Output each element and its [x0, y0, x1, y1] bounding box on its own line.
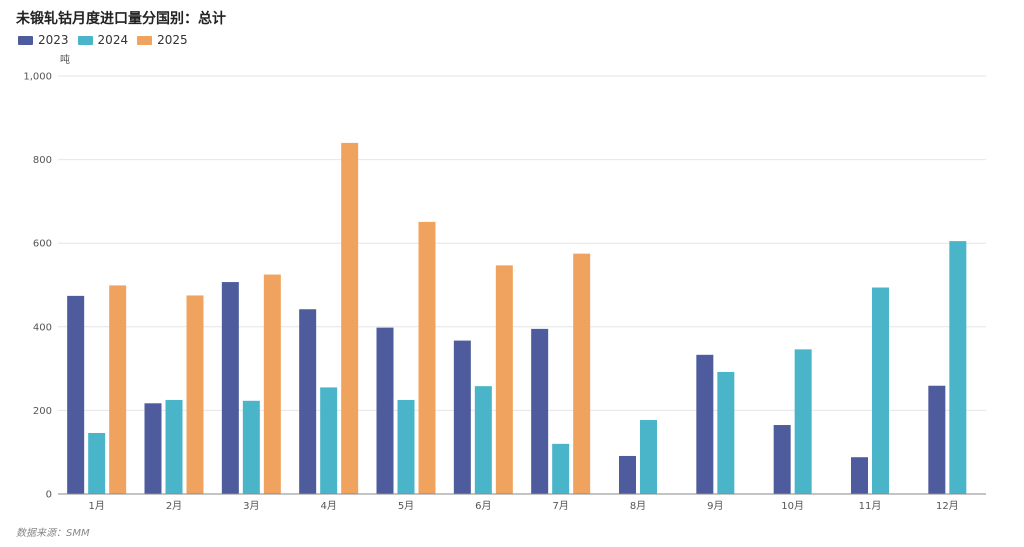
bar-2024-10[interactable]: [794, 349, 812, 494]
y-axis-ticks: 0 200 400 600 800 1,000: [23, 72, 52, 501]
bar-2024-8[interactable]: [640, 420, 657, 494]
bar-2023-9[interactable]: [696, 354, 714, 494]
x-tick-label: 11月: [859, 500, 882, 512]
bar-2024-4[interactable]: [320, 387, 338, 494]
bar-2023-7[interactable]: [531, 328, 549, 494]
bar-2024-11[interactable]: [872, 287, 889, 494]
bar-2023-6[interactable]: [453, 340, 471, 494]
bar-2025-1[interactable]: [109, 285, 127, 494]
y-tick-label: 400: [33, 322, 52, 333]
bar-2025-4[interactable]: [341, 142, 359, 494]
legend-swatch-2025: [137, 35, 153, 45]
bars: [67, 142, 967, 494]
x-tick-label: 6月: [475, 500, 491, 512]
bar-2025-3[interactable]: [263, 274, 281, 494]
gridlines: [58, 75, 986, 411]
legend: 2023 2024 2025: [18, 33, 197, 47]
x-tick-label: 12月: [936, 500, 959, 512]
x-tick-label: 4月: [320, 500, 336, 512]
bar-2025-5[interactable]: [418, 221, 436, 494]
chart-title: 未锻轧钴月度进口量分国别：总计: [16, 11, 226, 27]
legend-swatch-2024: [77, 35, 93, 45]
bar-2025-2[interactable]: [186, 295, 204, 494]
legend-item-2024[interactable]: 2024: [77, 33, 129, 47]
x-tick-label: 5月: [398, 500, 414, 512]
legend-swatch-2023: [18, 35, 33, 45]
y-tick-label: 0: [46, 490, 52, 501]
bar-2024-9[interactable]: [717, 371, 735, 494]
x-tick-label: 10月: [781, 500, 804, 512]
bar-2024-6[interactable]: [474, 386, 492, 494]
x-tick-label: 7月: [552, 500, 568, 512]
bar-2024-2[interactable]: [165, 399, 183, 494]
x-axis-ticks: 1月 2月 3月 4月 5月 6月 7月 8月 9月 10月 11月 12月: [88, 500, 958, 512]
source-note: 数据来源：SMM: [16, 528, 90, 539]
bar-2024-3[interactable]: [242, 400, 260, 494]
legend-item-2023[interactable]: 2023: [18, 33, 69, 47]
bar-2024-1[interactable]: [88, 432, 106, 494]
bar-2023-12[interactable]: [928, 385, 946, 494]
y-tick-label: 800: [33, 155, 52, 166]
x-tick-label: 2月: [166, 500, 182, 512]
bar-2023-5[interactable]: [376, 327, 394, 494]
y-tick-label: 200: [33, 406, 52, 417]
bar-2025-7[interactable]: [573, 253, 591, 494]
bar-2023-2[interactable]: [144, 403, 162, 494]
bar-2023-1[interactable]: [67, 295, 85, 494]
bar-2023-3[interactable]: [221, 282, 239, 494]
x-tick-label: 8月: [630, 500, 646, 512]
x-tick-label: 1月: [88, 500, 104, 512]
x-tick-label: 9月: [707, 500, 723, 512]
legend-label-2023: 2023: [38, 33, 69, 47]
bar-2024-7[interactable]: [552, 443, 570, 494]
bar-2024-12[interactable]: [949, 241, 967, 494]
bar-2023-10[interactable]: [773, 425, 791, 494]
bar-2023-11[interactable]: [851, 457, 868, 494]
y-tick-label: 600: [33, 239, 52, 250]
x-tick-label: 3月: [243, 500, 259, 512]
bar-2025-6[interactable]: [495, 265, 513, 494]
bar-2023-4[interactable]: [299, 309, 317, 494]
legend-label-2025: 2025: [157, 33, 188, 47]
y-axis-unit-label: 吨: [60, 53, 70, 66]
bar-2024-5[interactable]: [397, 399, 415, 494]
y-tick-label: 1,000: [23, 72, 52, 83]
bar-2023-8[interactable]: [619, 455, 636, 494]
legend-item-2025[interactable]: 2025: [137, 33, 188, 47]
legend-label-2024: 2024: [97, 33, 129, 47]
